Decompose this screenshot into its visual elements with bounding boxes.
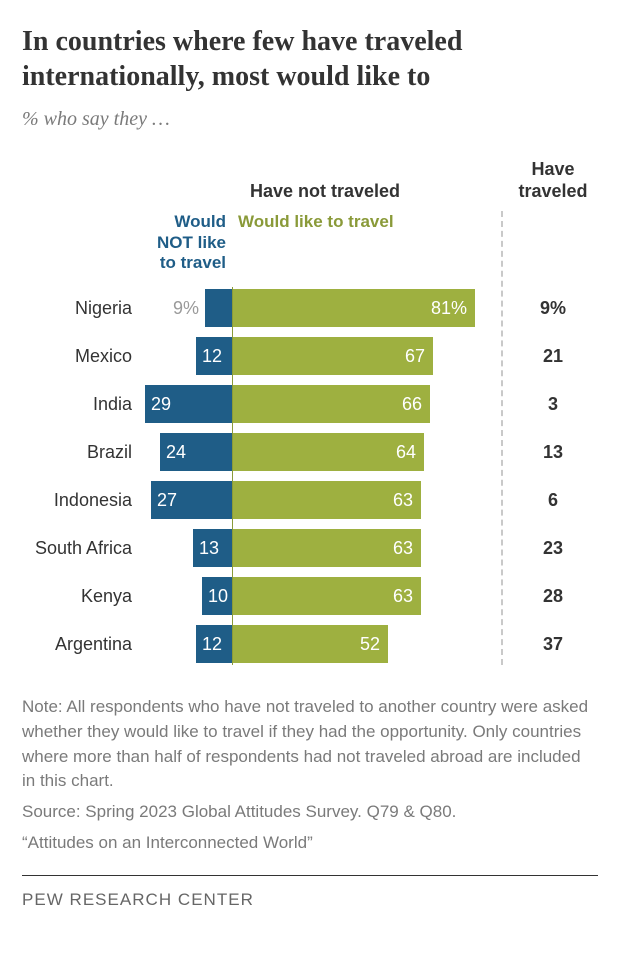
top-headers: Have not traveled Have traveled	[22, 159, 598, 202]
bar-neg: 12	[196, 625, 232, 663]
bar-container: 1363	[142, 529, 498, 567]
subheader-neg: Would NOT like to travel	[142, 212, 232, 273]
table-row: Mexico126721	[22, 335, 598, 377]
axis-line	[232, 287, 233, 665]
country-label: Argentina	[22, 634, 142, 655]
bar-pos: 63	[232, 529, 421, 567]
bar-neg: 27	[151, 481, 232, 519]
bar-pos: 67	[232, 337, 433, 375]
table-row: Nigeria 9% 81% 9%	[22, 287, 598, 329]
table-row: Argentina125237	[22, 623, 598, 665]
bar-pos: 63	[232, 481, 421, 519]
traveled-value: 9%	[508, 298, 598, 319]
brand-name: PEW RESEARCH CENTER	[22, 890, 598, 910]
chart-subtitle: % who say they …	[22, 108, 598, 131]
traveled-value: 37	[508, 634, 598, 655]
table-row: India2966 3	[22, 383, 598, 425]
divider-line	[501, 211, 503, 665]
source-text: Source: Spring 2023 Global Attitudes Sur…	[22, 800, 598, 825]
subheader-pos: Would like to travel	[232, 212, 508, 273]
country-label: Kenya	[22, 586, 142, 607]
country-label: South Africa	[22, 538, 142, 559]
table-row: Indonesia27636	[22, 479, 598, 521]
bar-pos: 66	[232, 385, 430, 423]
chart-area: Have not traveled Have traveled Would NO…	[22, 159, 598, 665]
bar-rows: Nigeria9%81%9%Mexico126721India29663Braz…	[22, 287, 598, 665]
table-row: Brazil246413	[22, 431, 598, 473]
sub-headers: Would NOT like to travel Would like to t…	[22, 212, 598, 273]
country-label: Brazil	[22, 442, 142, 463]
bar-container: 9% 81%	[142, 289, 498, 327]
bar-container: 2464	[142, 433, 498, 471]
bar-container: 1063	[142, 577, 498, 615]
bar-container: 2966	[142, 385, 498, 423]
bar-container: 1267	[142, 337, 498, 375]
country-label: India	[22, 394, 142, 415]
header-traveled: Have traveled	[508, 159, 598, 202]
bar-pos: 81%	[232, 289, 475, 327]
traveled-value: 3	[508, 394, 598, 415]
traveled-value: 21	[508, 346, 598, 367]
note-text: Note: All respondents who have not trave…	[22, 695, 598, 794]
traveled-value: 28	[508, 586, 598, 607]
bar-neg-label: 9%	[173, 289, 205, 327]
footer-divider	[22, 875, 598, 876]
bar-neg	[205, 289, 232, 327]
bar-pos: 64	[232, 433, 424, 471]
country-label: Indonesia	[22, 490, 142, 511]
bar-neg: 13	[193, 529, 232, 567]
country-label: Nigeria	[22, 298, 142, 319]
report-text: “Attitudes on an Interconnected World”	[22, 831, 598, 856]
bar-pos: 52	[232, 625, 388, 663]
table-row: South Africa136323	[22, 527, 598, 569]
bar-neg: 29	[145, 385, 232, 423]
bar-pos: 63	[232, 577, 421, 615]
bar-container: 1252	[142, 625, 498, 663]
traveled-value: 6	[508, 490, 598, 511]
bar-neg: 12	[196, 337, 232, 375]
traveled-value: 23	[508, 538, 598, 559]
traveled-value: 13	[508, 442, 598, 463]
bar-neg: 10	[202, 577, 232, 615]
header-not-traveled: Have not traveled	[142, 181, 508, 202]
bar-container: 2763	[142, 481, 498, 519]
bar-neg: 24	[160, 433, 232, 471]
table-row: Kenya106328	[22, 575, 598, 617]
chart-title: In countries where few have traveled int…	[22, 24, 598, 94]
country-label: Mexico	[22, 346, 142, 367]
